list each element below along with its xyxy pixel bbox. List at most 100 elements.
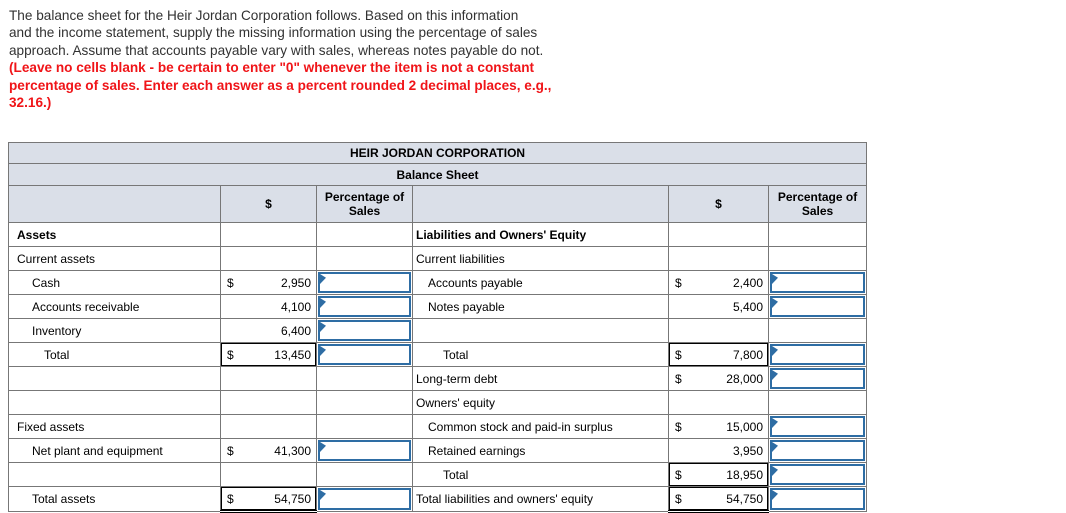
amount-value: 2,400 xyxy=(732,275,763,290)
pct-input-left-row2[interactable] xyxy=(318,272,411,293)
left-pct-cell xyxy=(316,366,413,391)
amount-value: 54,750 xyxy=(274,491,311,506)
pct-input-left-row4[interactable] xyxy=(318,320,411,341)
amount-value: 28,000 xyxy=(726,371,763,386)
currency-symbol: $ xyxy=(675,275,682,290)
left-label: Cash xyxy=(8,270,221,295)
input-flag-icon xyxy=(320,322,326,332)
amount-value: 2,950 xyxy=(280,275,311,290)
dollar-column-header: $ xyxy=(668,185,769,223)
left-amount-cell: $13,450 xyxy=(220,342,317,367)
amount-value: 6,400 xyxy=(280,323,311,338)
pct-input-left-row11[interactable] xyxy=(318,488,411,510)
left-label: Accounts receivable xyxy=(8,294,221,319)
table-subtitle-row: Balance Sheet xyxy=(7,163,868,186)
right-amount-cell xyxy=(668,246,769,271)
table-row: Total assets $54,750 Total liabilities and… xyxy=(8,486,868,513)
left-label: Net plant and equipment xyxy=(8,438,221,463)
left-pct-cell xyxy=(316,390,413,415)
input-flag-icon xyxy=(772,346,778,356)
amount-value: 13,450 xyxy=(274,347,311,362)
currency-symbol: $ xyxy=(675,347,682,362)
question-text: The balance sheet for the Heir Jordan Co… xyxy=(9,7,551,111)
right-pct-cell xyxy=(767,366,868,391)
table-row: Total $18,950 xyxy=(8,462,868,487)
right-amount-cell: 5,400 xyxy=(668,294,769,319)
currency-symbol: $ xyxy=(227,275,234,290)
table-row: Assets Liabilities and Owners' Equity xyxy=(8,222,868,247)
left-pct-cell xyxy=(316,294,413,319)
pct-input-left-row9[interactable] xyxy=(318,440,411,461)
amount-value: 3,950 xyxy=(732,443,763,458)
right-label: Retained earnings xyxy=(412,438,669,463)
question-line: approach. Assume that accounts payable v… xyxy=(9,42,544,58)
left-amount-cell xyxy=(220,414,317,439)
right-amount-cell xyxy=(668,222,769,247)
left-pct-cell xyxy=(316,318,413,343)
left-amount-cell: 4,100 xyxy=(220,294,317,319)
left-amount-cell xyxy=(220,390,317,415)
left-amount-cell xyxy=(220,246,317,271)
balance-sheet-table: HEIR JORDAN CORPORATION Balance Sheet $ … xyxy=(7,142,868,513)
column-header-row: $ Percentage of Sales $ Percentage of Sa… xyxy=(8,185,868,223)
table-row: Cash $2,950 Accounts payable $2,400 xyxy=(8,270,868,295)
left-pct-cell xyxy=(316,222,413,247)
left-amount-cell xyxy=(220,222,317,247)
left-pct-cell xyxy=(316,342,413,367)
currency-symbol: $ xyxy=(675,371,682,386)
right-label: Total liabilities and owners' equity xyxy=(412,486,669,512)
left-label: Current assets xyxy=(8,246,221,271)
pct-input-left-row3[interactable] xyxy=(318,296,411,317)
amount-value: 7,800 xyxy=(732,347,763,362)
currency-symbol: $ xyxy=(675,467,682,482)
right-amount-cell: $54,750 xyxy=(668,486,769,513)
pct-input-right-row2[interactable] xyxy=(770,272,866,293)
input-flag-icon xyxy=(772,490,778,500)
pct-input-right-row5[interactable] xyxy=(770,344,866,365)
input-flag-icon xyxy=(320,346,326,356)
amount-value: 15,000 xyxy=(726,419,763,434)
left-label: Assets xyxy=(8,222,221,247)
left-pct-cell xyxy=(316,270,413,295)
pct-input-right-row9[interactable] xyxy=(770,440,866,461)
right-pct-cell xyxy=(767,246,868,271)
amount-value: 4,100 xyxy=(280,299,311,314)
right-label xyxy=(412,318,669,343)
input-flag-icon xyxy=(772,274,778,284)
left-label xyxy=(8,390,221,415)
question-instruction-line: (Leave no cells blank - be certain to en… xyxy=(9,60,535,76)
input-flag-icon xyxy=(320,442,326,452)
statement-title: Balance Sheet xyxy=(7,163,868,186)
company-title: HEIR JORDAN CORPORATION xyxy=(7,142,868,164)
left-label: Total assets xyxy=(8,486,221,512)
blank-header-cell xyxy=(8,185,221,223)
question-instruction-line: percentage of sales. Enter each answer a… xyxy=(9,77,552,93)
pct-input-right-row11[interactable] xyxy=(770,488,866,510)
dollar-column-header: $ xyxy=(220,185,317,223)
right-pct-cell xyxy=(767,222,868,247)
left-amount-cell xyxy=(220,366,317,391)
pct-input-left-row5[interactable] xyxy=(318,344,411,365)
table-row: Fixed assets Common stock and paid-in sur… xyxy=(8,414,868,439)
pct-input-right-row3[interactable] xyxy=(770,296,866,317)
right-pct-cell xyxy=(767,342,868,367)
right-label: Long-term debt xyxy=(412,366,669,391)
table-row: Total $13,450 Total $7,800 xyxy=(8,342,868,367)
table-row: Accounts receivable 4,100 Notes payable 5,4… xyxy=(8,294,868,319)
right-label: Current liabilities xyxy=(412,246,669,271)
pct-column-header: Percentage of Sales xyxy=(767,185,868,223)
amount-value: 18,950 xyxy=(726,467,763,482)
left-amount-cell: $2,950 xyxy=(220,270,317,295)
right-amount-cell xyxy=(668,390,769,415)
amount-value: 5,400 xyxy=(732,299,763,314)
left-label: Inventory xyxy=(8,318,221,343)
pct-input-right-row8[interactable] xyxy=(770,416,866,437)
table-row: Net plant and equipment $41,300 Retained e… xyxy=(8,438,868,463)
right-amount-cell: $7,800 xyxy=(668,342,769,367)
right-pct-cell xyxy=(767,414,868,439)
left-label: Total xyxy=(8,342,221,367)
right-pct-cell xyxy=(767,270,868,295)
pct-input-right-row10[interactable] xyxy=(770,464,866,485)
pct-input-right-row6[interactable] xyxy=(770,368,866,389)
right-pct-cell xyxy=(767,438,868,463)
